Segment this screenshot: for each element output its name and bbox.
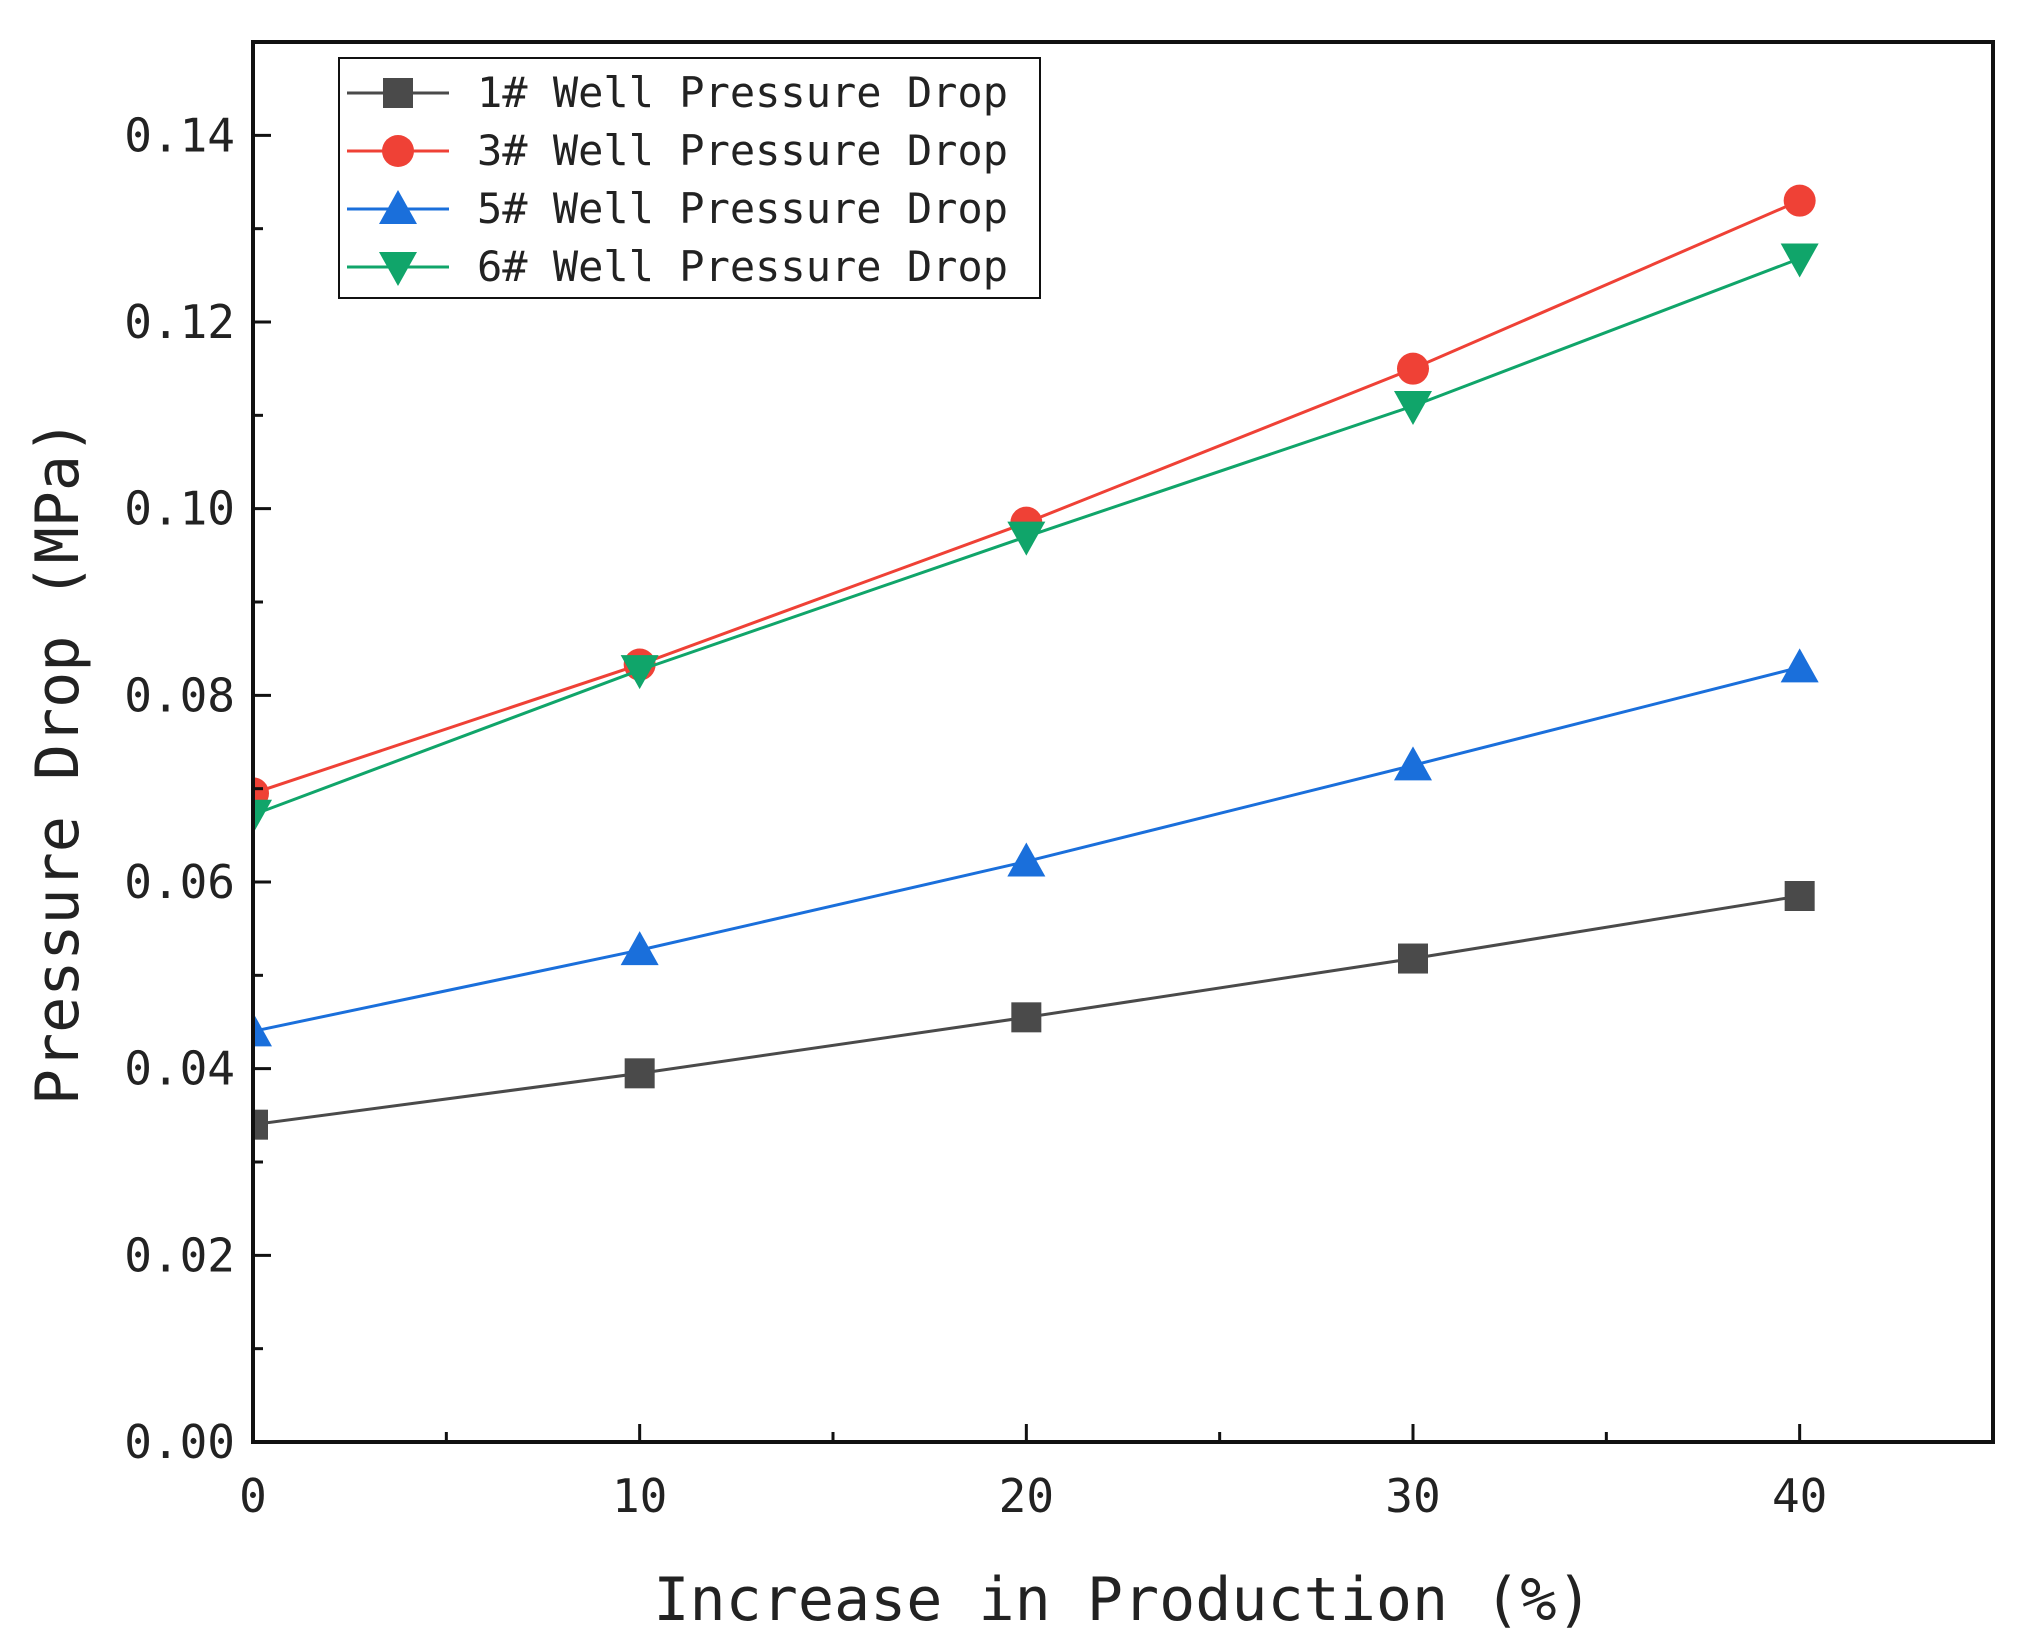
data-point bbox=[1394, 391, 1432, 425]
legend-label: 1# Well Pressure Drop bbox=[477, 68, 1008, 117]
x-tick-label: 20 bbox=[999, 1469, 1054, 1523]
legend-item: 1# Well Pressure Drop bbox=[347, 68, 1008, 117]
legend-marker bbox=[383, 78, 413, 108]
series-3 bbox=[253, 648, 1819, 1047]
legend-item: 6# Well Pressure Drop bbox=[347, 242, 1008, 291]
data-point bbox=[1394, 746, 1432, 781]
y-tick-label: 0.14 bbox=[124, 108, 235, 162]
data-point bbox=[1007, 521, 1046, 556]
legend-label: 6# Well Pressure Drop bbox=[477, 242, 1008, 291]
y-tick-label: 0.08 bbox=[124, 668, 235, 722]
y-axis-title: Pressure Drop (MPa) bbox=[23, 419, 93, 1105]
legend-label: 5# Well Pressure Drop bbox=[477, 184, 1008, 233]
series-layer bbox=[253, 184, 1819, 1140]
legend-label: 3# Well Pressure Drop bbox=[477, 126, 1008, 175]
series-1 bbox=[253, 881, 1815, 1140]
data-point bbox=[253, 1012, 272, 1047]
legend-marker bbox=[379, 252, 417, 286]
data-point bbox=[1007, 842, 1046, 877]
data-point bbox=[1397, 352, 1429, 385]
x-axis-title: Increase in Production (%) bbox=[653, 1565, 1592, 1635]
y-tick-label: 0.10 bbox=[124, 482, 235, 536]
y-tick-label: 0.12 bbox=[124, 295, 235, 349]
data-point bbox=[620, 655, 659, 690]
legend-item: 5# Well Pressure Drop bbox=[347, 184, 1008, 233]
data-point bbox=[1783, 184, 1816, 217]
data-point bbox=[1398, 943, 1428, 974]
legend-marker bbox=[379, 190, 417, 224]
legend-marker bbox=[382, 135, 414, 167]
y-tick-label: 0.06 bbox=[124, 855, 235, 909]
data-point bbox=[1011, 1002, 1042, 1033]
data-point bbox=[253, 799, 272, 834]
x-tick-label: 30 bbox=[1385, 1469, 1440, 1523]
legend-item: 3# Well Pressure Drop bbox=[347, 126, 1008, 175]
x-tick-label: 10 bbox=[612, 1469, 667, 1523]
legend-box bbox=[338, 57, 1041, 299]
data-point bbox=[253, 1109, 268, 1140]
y-tick-label: 0.00 bbox=[124, 1415, 235, 1469]
y-tick-label: 0.02 bbox=[124, 1228, 235, 1282]
plot-frame bbox=[251, 40, 1995, 1444]
x-tick-label: 0 bbox=[239, 1469, 267, 1523]
axis-ticks: 0 10 20 30 40 0.00 0.02 0.04 0.06 0.08 0.10 0.12 0.1… bbox=[124, 108, 1827, 1523]
x-tick-label: 40 bbox=[1772, 1469, 1827, 1523]
data-point bbox=[1784, 881, 1815, 911]
series-4 bbox=[253, 243, 1819, 834]
y-tick-label: 0.04 bbox=[124, 1042, 235, 1096]
data-point bbox=[624, 1058, 655, 1089]
legend: 1# Well Pressure Drop 3# Well Pressure Dr… bbox=[338, 57, 1041, 299]
data-point bbox=[1780, 648, 1819, 683]
data-point bbox=[1780, 243, 1819, 278]
data-point bbox=[620, 931, 659, 966]
